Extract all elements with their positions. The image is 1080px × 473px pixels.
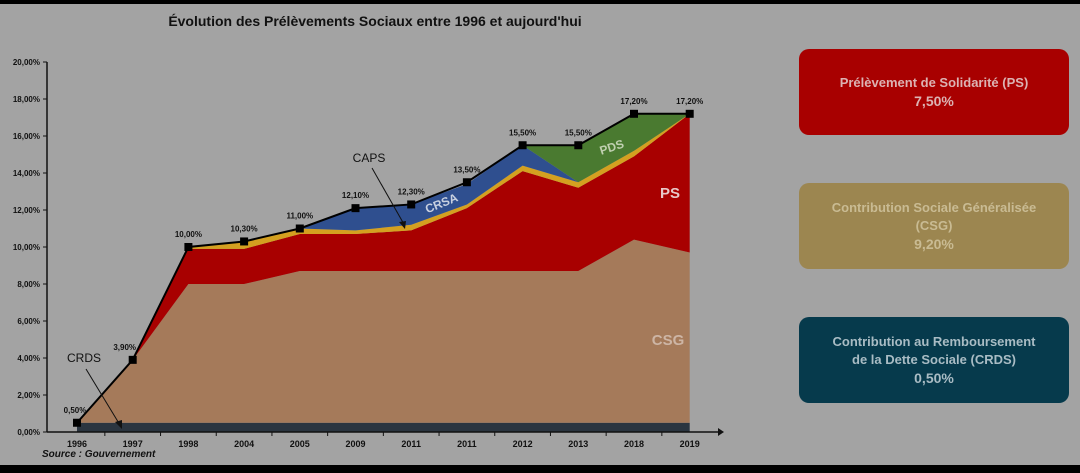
total-data-label: 12,30% [398, 187, 425, 196]
bottom-black-bar [0, 465, 1080, 473]
annotation-crds-arrow [85, 368, 121, 426]
label-csg: CSG [652, 332, 685, 349]
annotation-caps: CAPS [353, 151, 386, 165]
total-marker [184, 243, 193, 251]
legend-box-crds-label2: de la Dette Sociale (CRDS) [852, 352, 1016, 367]
total-data-label: 17,20% [676, 97, 703, 106]
x-tick-label: 2009 [345, 439, 365, 449]
y-tick-label: 4,00% [17, 354, 40, 363]
total-marker [574, 141, 583, 150]
legend-box-crds-label: Contribution au Remboursement [832, 334, 1036, 349]
total-marker [407, 200, 416, 209]
total-data-label: 10,30% [231, 224, 258, 233]
x-tick-label: 2011 [401, 439, 421, 449]
total-data-label: 11,00% [286, 212, 313, 221]
y-tick-label: 6,00% [17, 317, 40, 326]
arrow-head-icon [399, 221, 406, 229]
total-data-label: 12,10% [342, 191, 369, 200]
x-tick-label: 2019 [680, 439, 700, 449]
total-data-label: 13,50% [453, 165, 480, 174]
x-tick-label: 2012 [513, 439, 533, 449]
total-marker [462, 178, 471, 187]
total-marker [240, 237, 249, 246]
total-data-label: 17,20% [620, 97, 647, 106]
total-marker [630, 109, 638, 118]
legend-box-csg-label2: (CSG) [915, 218, 953, 233]
y-tick-label: 14,00% [13, 169, 40, 178]
x-tick-label: 2011 [457, 439, 477, 449]
top-black-bar [0, 0, 1080, 4]
area-ps [77, 113, 690, 423]
x-tick-label: 2018 [624, 439, 644, 449]
total-data-label: 0,50% [64, 406, 87, 415]
annotation-caps-arrow [371, 167, 406, 227]
legend-box-csg: Contribution Sociale Généralisée (CSG) 9… [799, 183, 1069, 269]
legend-box-csg-value: 9,20% [914, 236, 954, 252]
total-marker [128, 355, 137, 364]
legend-box-ps: Prélèvement de Solidarité (PS) 7,50% [799, 49, 1069, 135]
y-tick-label: 16,00% [13, 132, 40, 141]
y-tick-label: 10,00% [13, 243, 40, 252]
x-tick-label: 2004 [234, 439, 254, 449]
area-crds [77, 422, 690, 432]
total-data-label: 15,50% [509, 128, 536, 137]
total-line [76, 112, 690, 424]
legend-box-csg-label: Contribution Sociale Généralisée [831, 200, 1037, 215]
x-tick-label: 1997 [123, 439, 143, 449]
label-ps: PS [660, 185, 680, 202]
total-marker [73, 418, 81, 427]
y-tick-label: 18,00% [13, 95, 40, 104]
total-marker [518, 141, 527, 150]
y-tick-label: 20,00% [13, 58, 40, 67]
total-marker [685, 109, 694, 118]
annotation-crds: CRDS [67, 351, 101, 365]
y-tick-label: 2,00% [17, 391, 40, 400]
x-tick-label: 1998 [178, 439, 198, 449]
y-tick-label: 12,00% [13, 206, 40, 215]
x-tick-label: 2005 [290, 439, 310, 449]
legend-box-crds: Contribution au Remboursement de la Dett… [799, 317, 1069, 403]
total-marker [351, 204, 360, 213]
x-tick-label: 2013 [568, 439, 588, 449]
total-data-label: 15,50% [565, 128, 592, 137]
area-csg [77, 239, 690, 423]
area-pds [77, 113, 690, 423]
total-marker [295, 224, 304, 233]
chart-title: Évolution des Prélèvements Sociaux entre… [168, 13, 582, 29]
x-tick-label: 1996 [67, 439, 87, 449]
chart-source: Source : Gouvernement [42, 449, 156, 460]
y-tick-label: 0,00% [17, 428, 40, 437]
total-data-label: 3,90% [113, 343, 136, 352]
x-axis-arrow-icon [718, 428, 724, 436]
legend-box-ps-value: 7,50% [914, 93, 954, 109]
y-tick-label: 8,00% [17, 280, 40, 289]
arrow-head-icon [115, 420, 122, 429]
total-data-label: 10,00% [175, 230, 202, 239]
legend-box-ps-label: Prélèvement de Solidarité (PS) [839, 75, 1029, 90]
legend-box-crds-value: 0,50% [914, 370, 954, 386]
